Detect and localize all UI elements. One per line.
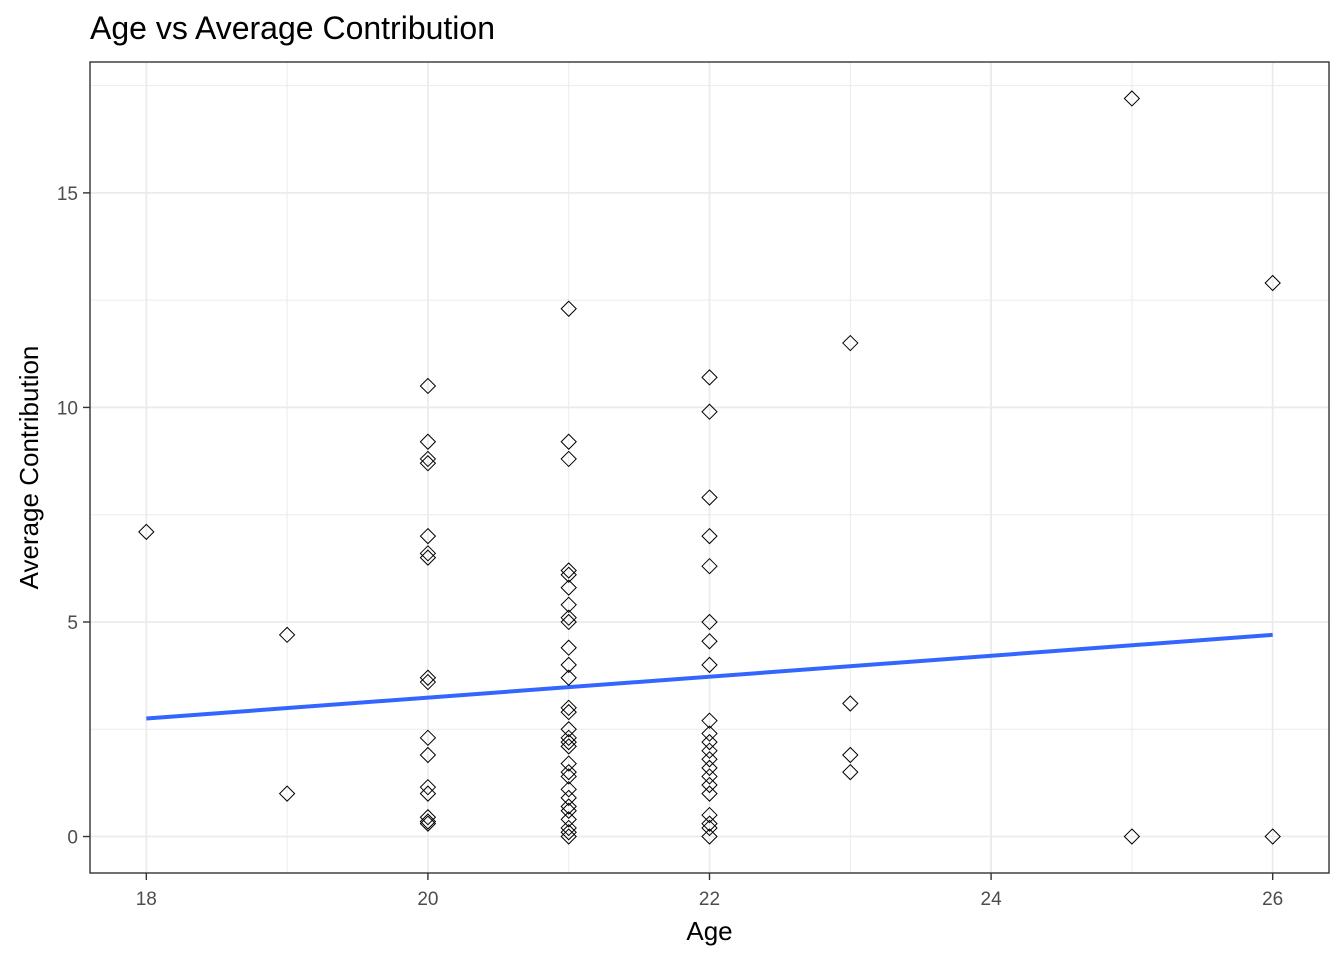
data-point — [560, 596, 577, 614]
data-point — [701, 751, 718, 768]
data-point — [419, 673, 437, 691]
data-point — [701, 403, 718, 420]
data-point — [560, 656, 577, 674]
axes: 18 20 22 24 26 0 5 10 15 — [57, 184, 1283, 910]
x-tick-label: 24 — [981, 889, 1003, 910]
data-point — [560, 699, 577, 717]
data-point — [419, 545, 437, 562]
x-tick-label: 26 — [1262, 889, 1283, 910]
data-point — [560, 639, 577, 656]
y-tick-label: 0 — [67, 828, 78, 849]
data-point — [138, 523, 155, 541]
x-axis-title: Age — [686, 916, 732, 946]
data-point — [419, 746, 437, 764]
data-point — [560, 450, 577, 468]
data-point — [560, 798, 577, 815]
data-point — [419, 549, 437, 566]
data-point — [701, 776, 718, 794]
data-point — [701, 613, 718, 631]
data-point — [560, 729, 577, 747]
data-point — [1123, 828, 1141, 845]
data-point — [701, 557, 718, 575]
data-point — [701, 733, 718, 751]
data-point — [560, 824, 577, 841]
data-point — [1264, 828, 1281, 845]
data-point — [419, 809, 437, 826]
data-point — [560, 811, 577, 828]
data-point — [419, 815, 437, 832]
data-point — [701, 633, 718, 650]
data-point — [842, 334, 859, 352]
data-point — [560, 763, 577, 781]
data-point — [419, 527, 437, 545]
trend-line — [146, 632, 1273, 721]
data-point — [560, 802, 577, 819]
data-point — [560, 768, 577, 785]
y-tick-label: 10 — [57, 398, 78, 419]
data-point — [701, 725, 718, 742]
data-point — [419, 450, 437, 468]
data-point — [701, 828, 718, 845]
data-point — [419, 778, 437, 796]
x-tick-label: 20 — [417, 889, 438, 910]
data-point — [419, 785, 437, 802]
data-point — [419, 669, 437, 686]
data-point — [560, 755, 577, 772]
data-point — [1264, 274, 1281, 292]
data-point — [701, 806, 718, 824]
data-point — [560, 789, 577, 807]
data-point — [701, 785, 718, 802]
data-point — [419, 455, 437, 472]
data-point — [419, 377, 437, 395]
trend-line-group — [146, 632, 1273, 721]
data-point — [560, 669, 577, 686]
data-point — [701, 742, 718, 759]
grid-lines — [90, 62, 1329, 873]
y-tick-label: 15 — [57, 184, 78, 205]
data-point — [560, 566, 577, 583]
data-point — [560, 819, 577, 837]
data-point — [560, 609, 577, 626]
data-point — [842, 763, 859, 781]
data-point — [560, 721, 577, 738]
chart-title: Age vs Average Contribution — [90, 10, 495, 46]
data-point — [701, 489, 718, 506]
y-tick-label: 5 — [67, 613, 78, 634]
data-point — [419, 813, 437, 830]
data-point — [701, 712, 718, 729]
data-point — [560, 562, 577, 579]
data-point — [560, 300, 577, 317]
data-point — [701, 656, 718, 674]
data-point — [701, 369, 718, 386]
data-point — [278, 626, 296, 644]
data-point — [560, 579, 577, 596]
data-point — [560, 433, 577, 450]
data-point — [560, 733, 577, 751]
data-point — [701, 527, 718, 545]
data-point — [701, 815, 718, 832]
data-point — [701, 759, 718, 777]
data-point — [419, 433, 437, 450]
data-point — [560, 613, 577, 631]
data-point — [560, 781, 577, 798]
x-tick-label: 18 — [136, 889, 157, 910]
data-point — [701, 768, 718, 785]
data-point — [560, 828, 577, 845]
data-point — [842, 746, 859, 764]
data-point — [560, 703, 577, 721]
data-point — [842, 695, 859, 712]
data-point — [560, 738, 577, 755]
y-axis-title: Average Contribution — [14, 346, 44, 590]
data-point — [419, 729, 437, 747]
data-point — [1123, 90, 1141, 107]
data-point — [701, 819, 718, 837]
data-point — [278, 785, 296, 802]
x-tick-label: 22 — [699, 889, 720, 910]
data-points — [138, 90, 1281, 845]
